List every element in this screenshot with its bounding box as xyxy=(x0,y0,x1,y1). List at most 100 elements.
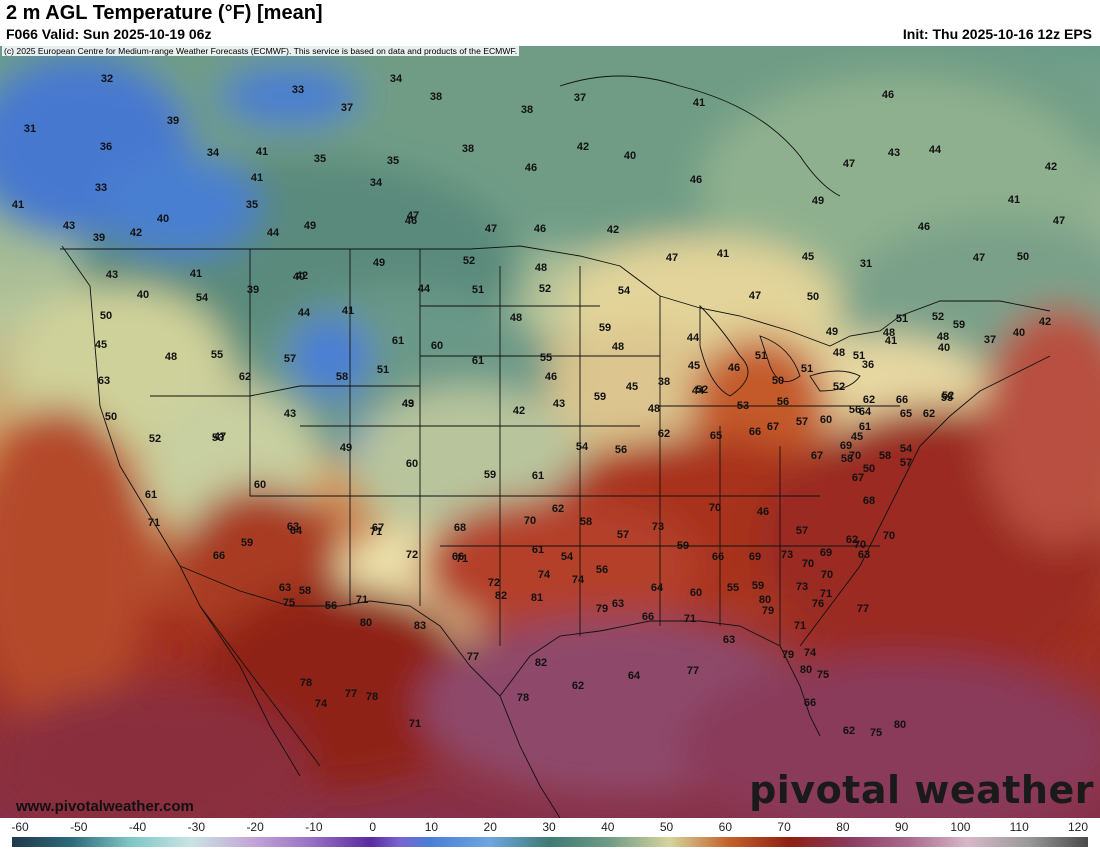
temperature-label: 55 xyxy=(211,349,223,361)
temperature-label: 57 xyxy=(617,529,629,541)
temperature-label: 50 xyxy=(772,375,784,387)
temperature-label: 54 xyxy=(561,551,574,563)
temperature-label: 64 xyxy=(290,525,303,537)
temperature-label: 44 xyxy=(267,227,280,239)
temperature-label: 42 xyxy=(577,141,589,153)
temperature-label: 73 xyxy=(796,581,808,593)
temperature-label: 69 xyxy=(840,440,852,452)
temperature-label: 73 xyxy=(781,549,793,561)
website-link[interactable]: www.pivotalweather.com xyxy=(16,798,194,815)
init-time: Init: Thu 2025-10-16 12z EPS xyxy=(902,26,1092,42)
temperature-label: 83 xyxy=(414,620,426,632)
temperature-label: 46 xyxy=(728,362,740,374)
temperature-label: 47 xyxy=(973,252,985,264)
temperature-label: 44 xyxy=(692,385,705,397)
temperature-label: 38 xyxy=(521,104,533,116)
temperature-label: 47 xyxy=(749,290,761,302)
temperature-label: 58 xyxy=(879,450,891,462)
temperature-label: 70 xyxy=(524,515,536,527)
temperature-label: 43 xyxy=(553,398,565,410)
temperature-map[interactable]: 32 34 33 37 38 38 37 41 46 31 39 36 34 41 35 35 38 42 40 47… xyxy=(0,46,1100,818)
temperature-label: 42 xyxy=(1045,161,1057,173)
temperature-label: 57 xyxy=(900,457,912,469)
temperature-label: 52 xyxy=(539,283,551,295)
temperature-label: 80 xyxy=(360,617,372,629)
scale-tick-label: 40 xyxy=(601,820,615,834)
temperature-label: 57 xyxy=(796,525,808,537)
temperature-label: 37 xyxy=(984,334,996,346)
temperature-label: 41 xyxy=(717,248,729,260)
temperature-label: 59 xyxy=(752,580,764,592)
scale-tick-label: 50 xyxy=(659,820,674,834)
temperature-label: 70 xyxy=(821,569,833,581)
scale-tick-label: -60 xyxy=(11,820,29,834)
temperature-label: 48 xyxy=(612,341,624,353)
temperature-label: 48 xyxy=(937,331,949,343)
temperature-label: 54 xyxy=(196,292,209,304)
temperature-label: 56 xyxy=(777,396,789,408)
boundaries xyxy=(60,75,1051,818)
temperature-label: 37 xyxy=(341,102,353,114)
temperature-label: 66 xyxy=(642,611,654,623)
temperature-label: 47 xyxy=(485,223,497,235)
temperature-label: 69 xyxy=(749,551,761,563)
temperature-label: 43 xyxy=(888,147,900,159)
temperature-label: 56 xyxy=(849,404,861,416)
scale-tick-label: 70 xyxy=(777,820,791,834)
temperature-label: 74 xyxy=(572,574,585,586)
scale-tick-label: 80 xyxy=(836,820,850,834)
temperature-label: 77 xyxy=(345,688,357,700)
temperature-label: 46 xyxy=(918,221,930,233)
temperature-label: 50 xyxy=(807,291,819,303)
temperature-label: 44 xyxy=(298,307,311,319)
temperature-label: 50 xyxy=(863,463,875,475)
temperature-label: 61 xyxy=(392,335,404,347)
temperature-label: 78 xyxy=(300,677,312,689)
temperature-label: 45 xyxy=(95,339,107,351)
temperature-label: 33 xyxy=(95,182,107,194)
temperature-label: 66 xyxy=(896,394,908,406)
temperature-label: 44 xyxy=(929,144,942,156)
temperature-label: 78 xyxy=(366,691,378,703)
temperature-label: 34 xyxy=(207,147,220,159)
temperature-label: 63 xyxy=(858,549,870,561)
temperature-label: 36 xyxy=(100,141,112,153)
temperature-label: 41 xyxy=(1008,194,1020,206)
temperature-label: 69 xyxy=(820,547,832,559)
temperature-label: 67 xyxy=(372,522,384,534)
temperature-label: 48 xyxy=(833,347,845,359)
copyright-notice: (c) 2025 European Centre for Medium-rang… xyxy=(2,46,520,56)
scale-tick-label: 30 xyxy=(542,820,556,834)
temperature-label: 62 xyxy=(846,534,858,546)
temperature-label: 61 xyxy=(532,544,544,556)
temperature-label: 65 xyxy=(900,408,912,420)
temperature-label: 40 xyxy=(1013,327,1025,339)
temperature-label: 74 xyxy=(538,569,551,581)
temperature-label: 60 xyxy=(690,587,702,599)
temperature-label: 62 xyxy=(239,371,251,383)
temperature-label: 43 xyxy=(402,398,414,410)
temperature-label: 35 xyxy=(246,199,258,211)
temperature-label: 58 xyxy=(841,453,853,465)
temperature-label: 49 xyxy=(402,398,414,410)
temperature-label: 56 xyxy=(615,444,627,456)
temperature-label: 66 xyxy=(749,426,761,438)
temperature-label: 61 xyxy=(532,470,544,482)
temperature-label: 52 xyxy=(463,255,475,267)
temperature-label: 31 xyxy=(860,258,872,270)
temperature-label: 46 xyxy=(525,162,537,174)
temperature-label: 77 xyxy=(467,651,479,663)
temperature-label: 54 xyxy=(900,443,913,455)
temperature-label: 40 xyxy=(624,150,636,162)
temperature-label: 66 xyxy=(804,697,816,709)
temperature-label: 56 xyxy=(596,564,608,576)
valid-time: F066 Valid: Sun 2025-10-19 06z xyxy=(6,26,212,42)
temperature-label: 38 xyxy=(658,376,670,388)
temperature-label: 53 xyxy=(737,400,749,412)
temperature-label: 49 xyxy=(304,220,316,232)
temperature-label: 41 xyxy=(885,335,897,347)
temperature-label: 49 xyxy=(340,442,352,454)
temperature-label: 73 xyxy=(652,521,664,533)
temperature-label: 38 xyxy=(430,91,442,103)
